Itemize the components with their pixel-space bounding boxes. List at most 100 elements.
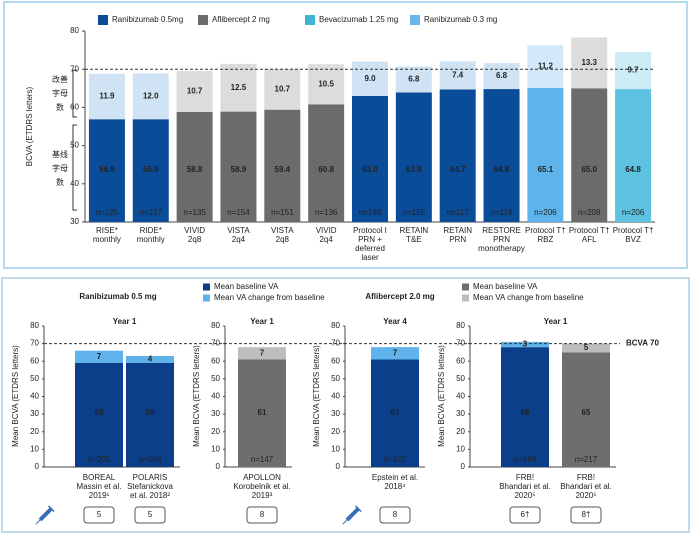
x-tick-label: FRB! — [577, 473, 595, 482]
x-tick-label: BVZ — [625, 235, 641, 244]
baseline-bar — [264, 109, 301, 222]
x-tick-label: 2018⁴ — [384, 482, 406, 491]
x-tick-label: AFL — [582, 235, 597, 244]
legend-swatch — [98, 15, 108, 25]
n-label: n=147 — [251, 455, 274, 464]
x-tick-label: monthly — [93, 235, 121, 244]
legend-label: Ranibizumab 0.5mg — [112, 15, 183, 24]
y-tick-label: 50 — [70, 141, 79, 150]
value-label: 10.7 — [275, 84, 291, 93]
syringe-icon — [342, 505, 362, 525]
panel-title: Year 1 — [250, 317, 274, 326]
baseline-bar — [238, 359, 286, 467]
legend-label: Mean baseline VA — [214, 282, 279, 291]
bracket — [72, 124, 77, 211]
legend-swatch — [462, 294, 469, 302]
y-tick-label: 50 — [331, 374, 340, 383]
change-bar — [615, 52, 652, 90]
baseline-bar — [88, 119, 125, 222]
x-tick-label: monthly — [137, 235, 165, 244]
y-tick-label: 60 — [456, 356, 465, 365]
score-label: 8† — [582, 510, 591, 519]
legend-swatch — [203, 294, 210, 302]
change-bar — [562, 343, 610, 353]
x-tick-label: RBZ — [537, 235, 553, 244]
annotation: 字母 — [52, 163, 68, 173]
y-tick-label: 80 — [70, 26, 79, 35]
y-tick-label: 70 — [70, 64, 79, 73]
y-tick-label: 50 — [456, 374, 465, 383]
y-tick-label: 80 — [30, 321, 39, 330]
group-heading: Aflibercept 2.0 mg — [365, 292, 434, 301]
change-bar — [439, 61, 476, 90]
change-bar — [220, 63, 257, 112]
y-axis-title: BCVA (ETDRS letters) — [25, 86, 34, 166]
y-tick-label: 80 — [211, 321, 220, 330]
x-tick-label: PRN — [449, 235, 466, 244]
score-label: 6† — [521, 510, 530, 519]
change-bar — [571, 37, 608, 89]
change-bar — [483, 63, 520, 90]
value-label: 12.5 — [231, 83, 247, 92]
y-tick-label: 0 — [336, 462, 341, 471]
baseline-bar — [571, 88, 608, 222]
x-tick-label: PRN — [493, 235, 510, 244]
baseline-bar — [615, 89, 652, 223]
y-tick-label: 20 — [30, 427, 39, 436]
value-label: 64.7 — [450, 165, 466, 174]
x-tick-label: APOLLON — [243, 473, 281, 482]
x-tick-label: Bhandari et al. — [560, 482, 612, 491]
legend-label: Aflibercept 2 mg — [212, 15, 270, 24]
n-label: n=135 — [183, 208, 206, 217]
top-frame — [3, 1, 688, 269]
x-tick-label: Massin et al. — [77, 482, 122, 491]
baseline-bar — [352, 95, 388, 222]
change-bar — [88, 73, 125, 120]
x-tick-label: Protocol T† — [613, 226, 654, 235]
y-tick-label: 50 — [211, 374, 220, 383]
x-tick-label: 2q4 — [232, 235, 246, 244]
x-tick-label: 2q8 — [276, 235, 290, 244]
value-label: 59 — [146, 408, 155, 417]
score-box — [379, 506, 411, 524]
value-label: 63.0 — [362, 165, 378, 174]
y-tick-label: 40 — [456, 392, 465, 401]
y-tick-label: 40 — [70, 179, 79, 188]
y-tick-label: 80 — [331, 321, 340, 330]
y-tick-label: 40 — [211, 392, 220, 401]
reference-label: BCVA 70 — [626, 339, 659, 348]
baseline-bar — [132, 119, 169, 222]
legend-swatch — [305, 15, 315, 25]
value-label: 61 — [258, 408, 267, 417]
change-bar — [501, 341, 549, 348]
value-label: 7 — [260, 348, 265, 357]
value-label: 68 — [521, 408, 530, 417]
baseline-bar — [75, 363, 123, 467]
legend-label: Mean VA change from baseline — [473, 293, 584, 302]
x-tick-label: Stefanickova — [127, 482, 173, 491]
score-label: 5 — [148, 510, 153, 519]
score-label: 8 — [393, 510, 398, 519]
baseline-bar — [439, 89, 476, 222]
y-axis-title: Mean BCVA (ETDRS letters) — [312, 345, 321, 447]
value-label: 64.8 — [494, 165, 510, 174]
y-axis-title: Mean BCVA (ETDRS letters) — [437, 345, 446, 447]
value-label: 59 — [95, 408, 104, 417]
annotation: 数 — [56, 177, 64, 187]
y-tick-label: 20 — [331, 427, 340, 436]
y-tick-label: 40 — [30, 392, 39, 401]
value-label: 56.9 — [99, 165, 115, 174]
n-label: n=136 — [315, 208, 338, 217]
baseline-bar — [308, 104, 345, 222]
score-label: 5 — [97, 510, 102, 519]
y-tick-label: 40 — [331, 392, 340, 401]
n-label: n=188 — [359, 208, 382, 217]
baseline-bar — [501, 347, 549, 467]
x-tick-label: Protocol I — [353, 226, 387, 235]
change-bar — [132, 73, 169, 120]
x-tick-label: FRB! — [516, 473, 534, 482]
x-tick-label: 2019¹ — [89, 491, 110, 500]
n-label: n=117 — [447, 208, 469, 217]
value-label: 5 — [584, 343, 589, 352]
change-bar — [75, 350, 123, 364]
